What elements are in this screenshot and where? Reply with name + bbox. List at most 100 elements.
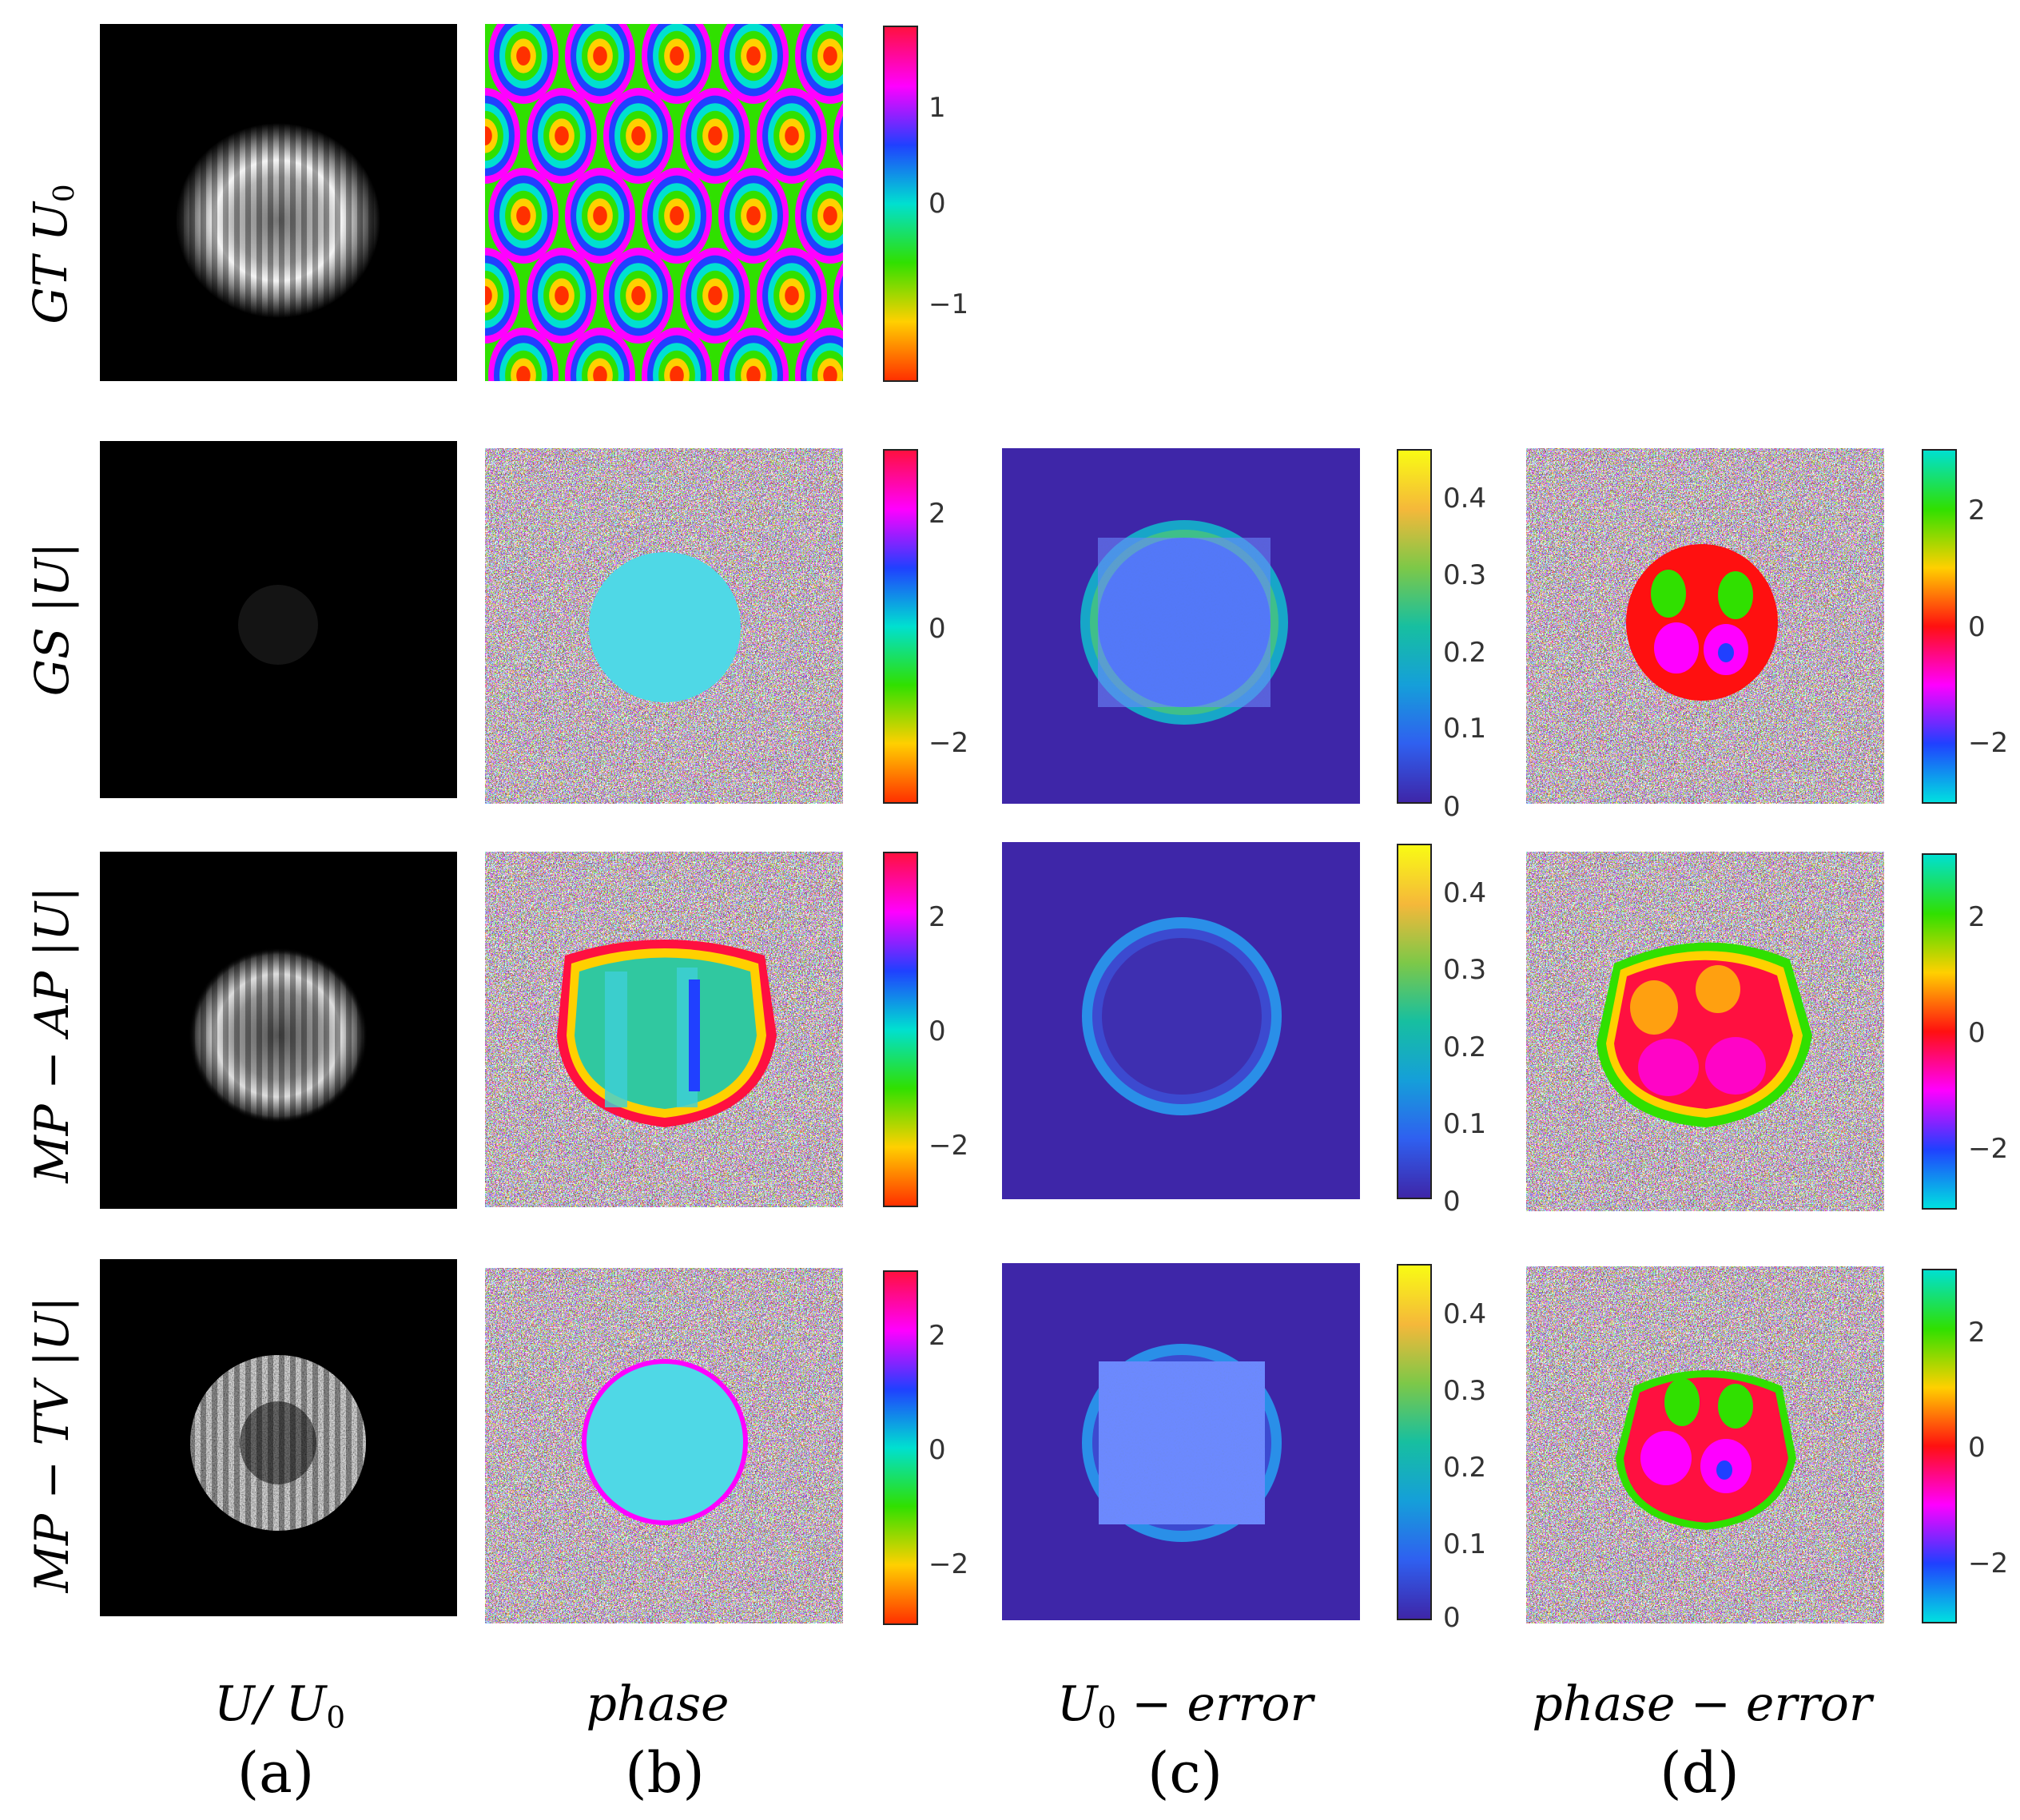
phase-cell xyxy=(823,366,837,381)
phase-cell xyxy=(823,206,837,225)
column-label-d: phase − error xyxy=(1532,1676,1872,1732)
mpap-phase-colorbar xyxy=(883,852,918,1207)
colorbar-tick: 0 xyxy=(928,613,946,645)
gt-amplitude-image xyxy=(100,24,457,381)
row-label-gs: GS |U| xyxy=(25,542,79,697)
colorbar-tick: −1 xyxy=(928,288,969,320)
colorbar-tick: 0.3 xyxy=(1443,559,1487,591)
mptv-phase-image xyxy=(485,1268,843,1623)
mptv-phase-error-image xyxy=(1526,1266,1884,1623)
phase-cell xyxy=(593,366,607,381)
mpap-phase-error-colorbar xyxy=(1922,853,1957,1210)
phase-cell xyxy=(516,366,531,381)
mpap-amplitude-image xyxy=(100,852,457,1209)
row-label-mptv: MP − TV |U| xyxy=(25,1296,79,1593)
phase-cell xyxy=(631,286,646,305)
gs-amplitude-image xyxy=(100,441,457,798)
colorbar-tick: 0.2 xyxy=(1443,1452,1487,1484)
colorbar-tick: 0 xyxy=(928,1434,946,1466)
gs-phase-error-colorbar xyxy=(1922,449,1957,804)
colorbar-tick: 0 xyxy=(1443,791,1461,823)
phase-cell xyxy=(823,46,837,66)
row-label-gt: GT U0 xyxy=(23,184,81,324)
phase-cell xyxy=(516,206,531,225)
phase-cell xyxy=(555,286,569,305)
panel-letter-a: (a) xyxy=(237,1740,315,1806)
phase-cell xyxy=(670,206,684,225)
phase-cell xyxy=(593,206,607,225)
phase-cell xyxy=(555,126,569,145)
phase-cell xyxy=(785,126,799,145)
colorbar-tick: 0.3 xyxy=(1443,1375,1487,1407)
phase-cell xyxy=(839,115,843,157)
column-label-a: U/ U0 xyxy=(213,1676,346,1735)
colorbar-tick: 2 xyxy=(1968,901,1986,933)
colorbar-tick: −2 xyxy=(1968,1133,2009,1165)
colorbar-tick: 2 xyxy=(928,1320,946,1352)
gt-phase-colorbar xyxy=(883,26,918,382)
phase-cell xyxy=(670,366,684,381)
colorbar-tick: −2 xyxy=(928,1130,969,1162)
row-label-mpap: MP − AP |U| xyxy=(25,886,79,1183)
phase-cell xyxy=(485,126,492,145)
gs-phase-error-image xyxy=(1526,448,1884,804)
mptv-error-image xyxy=(1002,1263,1360,1620)
gs-phase-image xyxy=(485,448,843,804)
colorbar-tick: −2 xyxy=(1968,727,2009,759)
colorbar-tick: 0 xyxy=(1968,611,1986,643)
mptv-error-colorbar xyxy=(1397,1264,1432,1620)
gs-error-colorbar xyxy=(1397,449,1432,804)
colorbar-tick: 0.3 xyxy=(1443,954,1487,986)
colorbar-tick: 0.4 xyxy=(1443,877,1487,909)
column-label-b: phase xyxy=(586,1676,730,1732)
gs-phase-colorbar xyxy=(883,449,918,804)
phase-cell xyxy=(670,46,684,66)
phase-cell xyxy=(833,102,843,169)
colorbar-tick: 0 xyxy=(928,1015,946,1047)
colorbar-tick: 0 xyxy=(1443,1602,1461,1634)
colorbar-tick: 0 xyxy=(928,188,946,220)
colorbar-tick: −2 xyxy=(928,727,969,759)
mptv-amplitude-image xyxy=(100,1259,457,1616)
gt-phase-image xyxy=(485,24,843,381)
colorbar-tick: 0 xyxy=(1968,1017,1986,1049)
colorbar-tick: 2 xyxy=(1968,1317,1986,1349)
phase-cell xyxy=(516,46,531,66)
phase-cell xyxy=(593,46,607,66)
mpap-error-colorbar xyxy=(1397,844,1432,1199)
colorbar-tick: 2 xyxy=(928,901,946,933)
column-label-c: U0 − error xyxy=(1056,1676,1314,1735)
phase-cell xyxy=(746,46,761,66)
colorbar-tick: 0.2 xyxy=(1443,637,1487,669)
colorbar-tick: 2 xyxy=(928,498,946,530)
mpap-phase-error-image xyxy=(1526,852,1884,1211)
colorbar-tick: 0.4 xyxy=(1443,1298,1487,1330)
phase-cell xyxy=(785,286,799,305)
phase-cell xyxy=(485,286,492,305)
colorbar-tick: 0 xyxy=(1443,1186,1461,1218)
phase-cell xyxy=(833,262,843,329)
colorbar-tick: 0.1 xyxy=(1443,1528,1487,1560)
panel-letter-c: (c) xyxy=(1147,1740,1223,1806)
colorbar-tick: 0.4 xyxy=(1443,483,1487,515)
panel-letter-b: (b) xyxy=(625,1740,705,1806)
phase-cell xyxy=(839,275,843,316)
mptv-phase-error-colorbar xyxy=(1922,1269,1957,1623)
colorbar-tick: −2 xyxy=(1968,1548,2009,1580)
colorbar-tick: 0.1 xyxy=(1443,713,1487,745)
phase-cell xyxy=(746,366,761,381)
gs-error-image xyxy=(1002,448,1360,804)
panel-letter-d: (d) xyxy=(1660,1740,1740,1806)
colorbar-tick: 0 xyxy=(1968,1432,1986,1464)
mpap-error-image xyxy=(1002,842,1360,1199)
phase-cell xyxy=(708,286,722,305)
colorbar-tick: 0.2 xyxy=(1443,1031,1487,1063)
colorbar-tick: 0.1 xyxy=(1443,1108,1487,1140)
phase-cell xyxy=(708,126,722,145)
phase-cell xyxy=(631,126,646,145)
colorbar-tick: −2 xyxy=(928,1548,969,1580)
mpap-phase-image xyxy=(485,852,843,1207)
phase-cell xyxy=(746,206,761,225)
mptv-phase-colorbar xyxy=(883,1270,918,1625)
colorbar-tick: 1 xyxy=(928,92,946,124)
